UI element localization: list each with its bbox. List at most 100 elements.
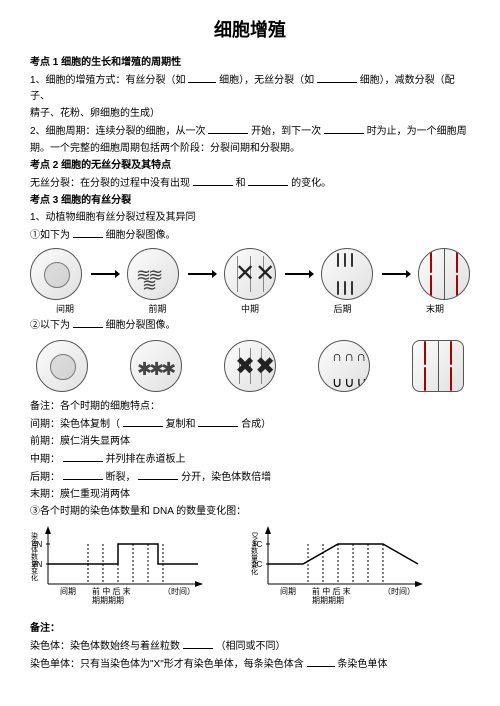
- chart-row: 4N 2N 间期 前 中 后 末 （时间） 期期期期 染色体数量变化: [30, 524, 470, 620]
- t2c: 的变化。: [291, 178, 331, 189]
- svg-text:（时间）: （时间）: [383, 586, 415, 596]
- notes-chart-intro: ③各个时期的染色体数量和 DNA 的数量变化图：: [30, 504, 470, 520]
- notes-ana: 后期： 断裂， 分开，染色体数倍增: [30, 469, 470, 486]
- cell-prophase-2: ✱✱✱: [130, 340, 182, 392]
- svg-text:前 中 后 末: 前 中 后 末: [92, 586, 131, 596]
- line-icon: [456, 275, 458, 299]
- blank: [188, 72, 216, 83]
- footer-l2: 染色单体：只有当染色体为"X"形才有染色单体，每条染色体含 条染色单体: [30, 656, 470, 673]
- na-a: 后期：: [30, 472, 60, 483]
- cell-interphase: [30, 248, 82, 300]
- footer-l1: 染色体：染色体数始终与着丝粒数 （相同或不同）: [30, 638, 470, 655]
- blank: [198, 416, 238, 427]
- notes-heading: 备注：各个时期的细胞特点：: [30, 399, 470, 415]
- cell-telophase: [418, 248, 470, 300]
- svg-text:DNA数量变化: DNA数量变化: [251, 532, 259, 576]
- cell-row-2: ✱✱✱ ✖✖ ∩∩∩ ∪∪∪: [30, 340, 470, 392]
- blank: [138, 469, 178, 480]
- nucleus-icon: [50, 354, 76, 380]
- topic1-line2: 2、细胞周期：连续分裂的细胞，从一次 开始，到下一次 时为止，为一个细胞周: [30, 123, 470, 140]
- ni-b: 复制和: [166, 419, 196, 430]
- chromosome-icon: [344, 253, 346, 267]
- svg-text:染色体数量变化: 染色体数量变化: [31, 531, 39, 582]
- arrow-icon: [382, 273, 410, 275]
- svg-text:期期期期: 期期期期: [92, 596, 124, 605]
- chromosome-icon: [351, 281, 353, 295]
- blank: [63, 451, 103, 462]
- dna-chart: 4C 2C 间期 前 中 后 末 （时间） 期期期期 DNA数量变化: [250, 524, 430, 620]
- f1b: （相同或不同）: [216, 641, 286, 652]
- t2a: 无丝分裂：在分裂的过程中没有出现: [30, 178, 190, 189]
- title: 细胞增殖: [30, 16, 470, 45]
- topic1-line1: 1、细胞的增殖方式：有丝分裂（如 细胞），无丝分裂（如 细胞），减数分裂（配子、: [30, 72, 470, 105]
- svg-text:（时间）: （时间）: [163, 586, 195, 596]
- chromosome-icon: ✱✱✱: [137, 355, 173, 384]
- cell-prophase: ≋≋ ≋: [127, 248, 179, 300]
- label-interphase: 间期: [40, 302, 90, 316]
- blank: [317, 72, 357, 83]
- arrow-icon: [285, 273, 313, 275]
- cell-metaphase: ✕✕: [224, 248, 276, 300]
- svg-text:间期: 间期: [280, 587, 296, 596]
- topic2-heading: 考点 2 细胞的无丝分裂及其特点: [30, 158, 470, 174]
- blank: [123, 416, 163, 427]
- svg-text:前 中 后 末: 前 中 后 末: [312, 586, 351, 596]
- t1l2c: 时为止，为一个细胞周: [367, 126, 467, 137]
- notes-telo: 末期：膜仁重现消两体: [30, 487, 470, 503]
- f2b: 条染色单体: [337, 659, 387, 670]
- label-telophase: 末期: [410, 302, 460, 316]
- ni-c: 合成）: [241, 419, 271, 430]
- t3l2b: 细胞分裂图像。: [106, 230, 176, 241]
- f1a: 染色体：染色体数始终与着丝粒数: [30, 641, 180, 652]
- nm-a: 中期：: [30, 454, 60, 465]
- line-icon: [456, 249, 458, 273]
- cell-telophase-2: [412, 340, 464, 392]
- two-cell-icon: [419, 249, 469, 299]
- chromosome-icon: [351, 253, 353, 267]
- blank: [73, 317, 103, 328]
- blank: [248, 175, 288, 186]
- line-icon: [424, 341, 426, 365]
- line-icon: [430, 275, 432, 299]
- svg-text:期期期期: 期期期期: [312, 596, 344, 605]
- chromosome-icon: [337, 253, 339, 267]
- cell-anaphase-2: ∩∩∩ ∪∪∪: [318, 340, 370, 392]
- chromosome-icon: ∩∩∩: [332, 345, 368, 367]
- f2a: 染色单体：只有当染色体为"X"形才有染色单体，每条染色体含: [30, 659, 304, 670]
- na-b: 断裂，: [106, 472, 136, 483]
- chromosome-icon: ✕✕: [235, 262, 275, 286]
- r2a: ②以下为: [30, 320, 70, 331]
- line-icon: [450, 341, 452, 365]
- notes-meta: 中期： 并列排在赤道板上: [30, 451, 470, 468]
- topic2-line: 无丝分裂：在分裂的过程中没有出现 和 的变化。: [30, 175, 470, 192]
- topic1-line2c: 期。一个完整的细胞周期包括两个阶段：分裂间期和分裂期。: [30, 141, 470, 157]
- nm-b: 并列排在赤道板上: [106, 454, 186, 465]
- r2b: 细胞分裂图像。: [106, 320, 176, 331]
- footer-heading: 备注：: [30, 621, 470, 637]
- cell-row-1: ≋≋ ≋ ✕✕: [30, 248, 470, 300]
- t3l2a: ①如下为: [30, 230, 70, 241]
- blank: [193, 175, 233, 186]
- notes-inter: 间期：染色体复制（ 复制和 合成）: [30, 416, 470, 433]
- na-c: 分开，染色体数倍增: [181, 472, 271, 483]
- topic3-line2: ①如下为 细胞分裂图像。: [30, 227, 470, 244]
- blank: [307, 656, 335, 667]
- phase-labels-1: 间期 前期 中期 后期 末期: [30, 302, 470, 316]
- label-anaphase: 后期: [318, 302, 368, 316]
- t1l2b: 开始，到下一次: [251, 126, 321, 137]
- cell-anaphase: [321, 248, 373, 300]
- topic3-heading: 考点 3 细胞的有丝分裂: [30, 193, 470, 209]
- line-icon: [450, 367, 452, 391]
- t1l1b: 细胞），无丝分裂（如: [219, 75, 314, 86]
- topic1-line1c: 精子、花粉、卵细胞的生成）: [30, 106, 470, 122]
- t2b: 和: [236, 178, 246, 189]
- two-cell-icon: [413, 341, 463, 391]
- line-icon: [430, 249, 432, 273]
- t1l1a: 1、细胞的增殖方式：有丝分裂（如: [30, 75, 186, 86]
- nucleus-icon: [44, 262, 70, 288]
- label-prophase: 前期: [133, 302, 183, 316]
- blank: [73, 227, 103, 238]
- arrow-icon: [188, 273, 216, 275]
- label-metaphase: 中期: [225, 302, 275, 316]
- chromosome-icon: [337, 281, 339, 295]
